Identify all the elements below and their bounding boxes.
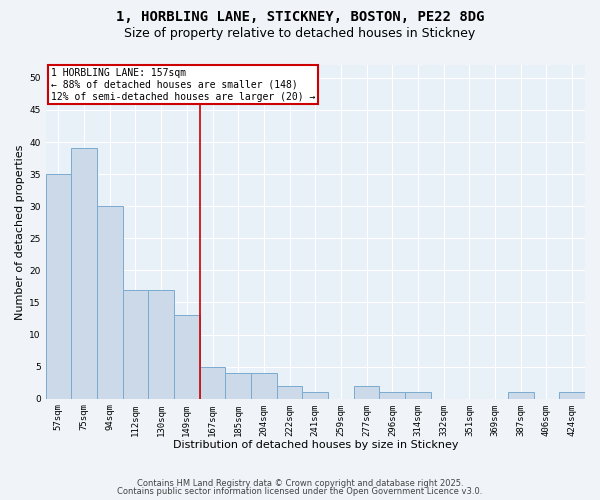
X-axis label: Distribution of detached houses by size in Stickney: Distribution of detached houses by size … <box>173 440 458 450</box>
Bar <box>46 174 71 398</box>
Text: Contains HM Land Registry data © Crown copyright and database right 2025.: Contains HM Land Registry data © Crown c… <box>137 478 463 488</box>
Bar <box>97 206 122 398</box>
Y-axis label: Number of detached properties: Number of detached properties <box>15 144 25 320</box>
Bar <box>302 392 328 398</box>
Text: 1, HORBLING LANE, STICKNEY, BOSTON, PE22 8DG: 1, HORBLING LANE, STICKNEY, BOSTON, PE22… <box>116 10 484 24</box>
Bar <box>148 290 174 399</box>
Bar <box>379 392 405 398</box>
Bar <box>71 148 97 398</box>
Bar <box>226 373 251 398</box>
Bar <box>508 392 533 398</box>
Bar <box>405 392 431 398</box>
Bar <box>559 392 585 398</box>
Text: Contains public sector information licensed under the Open Government Licence v3: Contains public sector information licen… <box>118 487 482 496</box>
Bar <box>277 386 302 398</box>
Bar <box>354 386 379 398</box>
Bar <box>122 290 148 399</box>
Bar <box>200 366 226 398</box>
Text: Size of property relative to detached houses in Stickney: Size of property relative to detached ho… <box>124 28 476 40</box>
Bar <box>174 316 200 398</box>
Bar <box>251 373 277 398</box>
Text: 1 HORBLING LANE: 157sqm
← 88% of detached houses are smaller (148)
12% of semi-d: 1 HORBLING LANE: 157sqm ← 88% of detache… <box>51 68 315 102</box>
